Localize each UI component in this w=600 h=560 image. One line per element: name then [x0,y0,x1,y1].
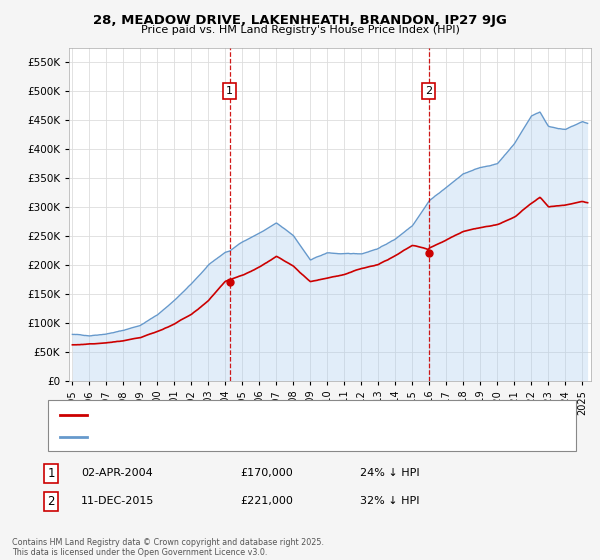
Text: £170,000: £170,000 [240,468,293,478]
Text: 1: 1 [47,466,55,480]
Text: Contains HM Land Registry data © Crown copyright and database right 2025.
This d: Contains HM Land Registry data © Crown c… [12,538,324,557]
Text: 2: 2 [47,494,55,508]
Text: 2: 2 [425,86,432,96]
Text: 1: 1 [226,86,233,96]
Text: 32% ↓ HPI: 32% ↓ HPI [360,496,419,506]
Text: 28, MEADOW DRIVE, LAKENHEATH, BRANDON, IP27 9JG: 28, MEADOW DRIVE, LAKENHEATH, BRANDON, I… [93,14,507,27]
Text: 11-DEC-2015: 11-DEC-2015 [81,496,154,506]
Text: 02-APR-2004: 02-APR-2004 [81,468,153,478]
Text: Price paid vs. HM Land Registry's House Price Index (HPI): Price paid vs. HM Land Registry's House … [140,25,460,35]
Text: £221,000: £221,000 [240,496,293,506]
Text: 28, MEADOW DRIVE, LAKENHEATH, BRANDON, IP27 9JG (detached house): 28, MEADOW DRIVE, LAKENHEATH, BRANDON, I… [93,409,455,419]
Text: HPI: Average price, detached house, West Suffolk: HPI: Average price, detached house, West… [93,432,334,442]
Text: 24% ↓ HPI: 24% ↓ HPI [360,468,419,478]
